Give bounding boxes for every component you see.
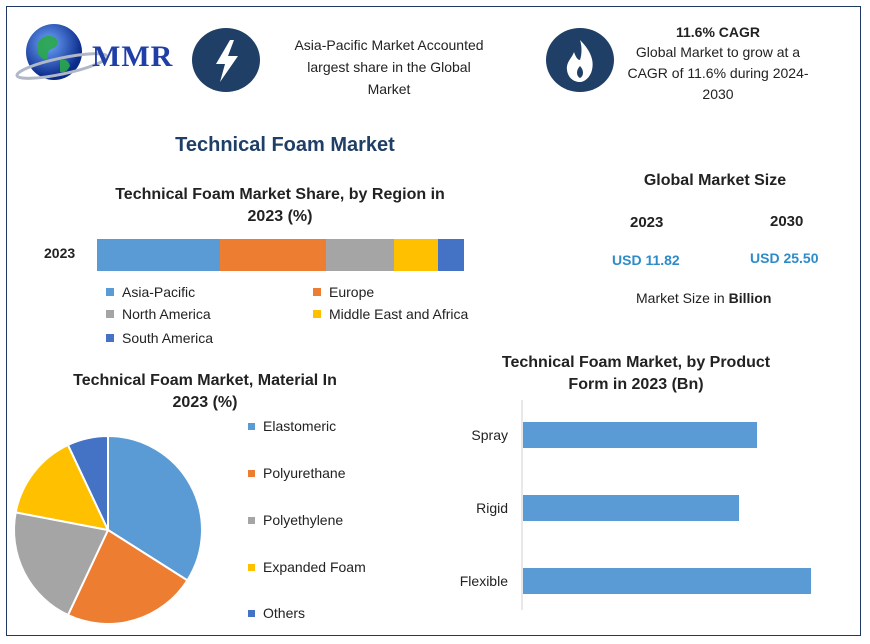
flame-icon xyxy=(566,40,593,82)
product-category-label-spray: Spray xyxy=(471,427,508,443)
legend-swatch xyxy=(106,310,114,318)
market-size-year-a: 2023 xyxy=(630,214,664,231)
legend-label: Polyethylene xyxy=(263,512,344,528)
region-legend-mea: Middle East and Africa xyxy=(313,306,468,322)
legend-label: South America xyxy=(122,330,214,346)
region-bar-segment-1 xyxy=(219,239,327,271)
legend-swatch xyxy=(248,516,255,524)
product-category-label-rigid: Rigid xyxy=(476,500,508,516)
infographic-frame xyxy=(6,6,861,636)
legend-swatch xyxy=(106,334,114,342)
material-chart-title-line-2: 2023 (%) xyxy=(172,394,238,411)
legend-label: Others xyxy=(263,605,306,621)
market-size-note: Market Size in Billion xyxy=(636,290,771,306)
lightning-icon xyxy=(216,40,238,82)
product-chart-title-line-2: Form in 2023 (Bn) xyxy=(568,376,704,393)
product-bar-spray xyxy=(523,422,757,448)
legend-label: Middle East and Africa xyxy=(329,306,469,322)
region-legend-europe: Europe xyxy=(313,284,374,300)
region-bar-segment-4 xyxy=(438,239,464,271)
pie-slice-expanded-foam xyxy=(14,443,110,532)
highlight-2-line-3: 2030 xyxy=(702,86,734,102)
product-category-label-flexible: Flexible xyxy=(460,573,508,589)
pie-slice-polyethylene xyxy=(13,511,110,617)
highlight-2-badge xyxy=(546,28,614,92)
highlight-1-line-1: Asia-Pacific Market Accounted xyxy=(294,37,484,53)
material-chart-title-line-1: Technical Foam Market, Material In xyxy=(73,372,337,389)
legend-swatch xyxy=(248,563,255,571)
region-legend-asia-pacific: Asia-Pacific xyxy=(106,284,195,300)
pie-slice-others xyxy=(66,434,109,531)
legend-label: Asia-Pacific xyxy=(122,284,196,300)
mmr-logo: MMR xyxy=(14,14,174,84)
product-bar-chart: Spray Rigid Flexible xyxy=(460,400,811,610)
legend-label: Europe xyxy=(329,284,375,300)
region-chart-title: Technical Foam Market Share, by Region i… xyxy=(80,184,480,228)
market-size-value-b: USD 25.50 xyxy=(750,250,819,266)
product-bar-flexible xyxy=(523,568,811,594)
product-chart-title-line-1: Technical Foam Market, by Product xyxy=(501,354,771,371)
legend-swatch xyxy=(248,609,255,617)
legend-label: Expanded Foam xyxy=(263,559,366,575)
region-stacked-bar xyxy=(97,239,464,271)
highlight-1-line-2: largest share in the Global xyxy=(307,59,471,75)
legend-swatch xyxy=(248,422,255,430)
page-title: Technical Foam Market xyxy=(175,134,395,156)
material-chart-title: Technical Foam Market, Material In 2023 … xyxy=(40,370,370,414)
region-legend-south-america: South America xyxy=(106,330,213,346)
highlight-1-line-3: Market xyxy=(367,81,411,97)
market-size-title: Global Market Size xyxy=(643,172,787,189)
market-size-note-prefix: Market Size in xyxy=(636,290,729,306)
highlight-2-line-1: Global Market to grow at a xyxy=(635,44,801,60)
legend-swatch xyxy=(313,288,321,296)
market-size-value-a: USD 11.82 xyxy=(612,252,680,268)
legend-swatch xyxy=(106,288,114,296)
material-legend-polyethylene: Polyethylene xyxy=(248,512,343,528)
region-bar-segment-2 xyxy=(326,239,395,271)
material-legend-polyurethane: Polyurethane xyxy=(248,465,346,481)
highlight-2-title: 11.6% CAGR xyxy=(675,24,761,40)
highlight-1-text: Asia-Pacific Market Accounted largest sh… xyxy=(266,34,512,100)
material-pie-chart xyxy=(13,434,203,625)
material-legend-others: Others xyxy=(248,605,305,621)
legend-swatch xyxy=(248,469,255,477)
market-size-year-b: 2030 xyxy=(770,213,804,230)
legend-label: Elastomeric xyxy=(263,418,337,434)
region-bar-segment-0 xyxy=(97,239,220,271)
region-chart-category-label: 2023 xyxy=(44,245,76,261)
material-legend-elastomeric: Elastomeric xyxy=(248,418,336,434)
region-chart-title-line-2: 2023 (%) xyxy=(247,208,313,225)
legend-swatch xyxy=(313,310,321,318)
region-chart-title-line-1: Technical Foam Market Share, by Region i… xyxy=(115,186,445,203)
product-bar-rigid xyxy=(523,495,739,521)
product-chart-title: Technical Foam Market, by Product Form i… xyxy=(470,352,802,396)
legend-label: Polyurethane xyxy=(263,465,346,481)
material-legend-expanded-foam: Expanded Foam xyxy=(248,559,366,575)
highlight-1-badge xyxy=(192,28,260,92)
region-legend-north-america: North America xyxy=(106,306,211,322)
logo-text: MMR xyxy=(92,40,174,73)
legend-label: North America xyxy=(122,306,211,322)
highlight-2-line-2: CAGR of 11.6% during 2024- xyxy=(627,65,809,81)
globe-icon xyxy=(15,24,109,80)
region-bar-segment-3 xyxy=(394,239,439,271)
highlight-2-text: 11.6% CAGR Global Market to grow at a CA… xyxy=(614,22,822,105)
market-size-note-unit: Billion xyxy=(728,290,772,306)
